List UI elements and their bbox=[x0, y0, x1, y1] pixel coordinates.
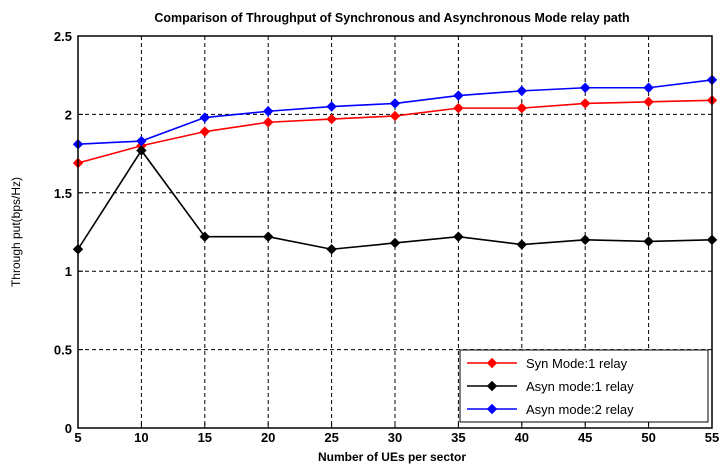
legend: Syn Mode:1 relay Asyn mode:1 relay Asyn mo… bbox=[459, 349, 709, 423]
data-point bbox=[389, 237, 401, 249]
data-point bbox=[643, 82, 654, 93]
y-tick-label: 2 bbox=[65, 107, 72, 122]
data-point bbox=[326, 101, 337, 112]
legend-label: Asyn mode:1 relay bbox=[526, 379, 634, 394]
data-point bbox=[516, 85, 528, 97]
data-point bbox=[579, 98, 591, 109]
legend-swatch-marker bbox=[486, 357, 498, 369]
y-axis-label: Through put(bps/Hz) bbox=[9, 177, 23, 287]
data-point bbox=[262, 117, 274, 128]
data-point bbox=[453, 102, 464, 114]
y-tick-label: 0.5 bbox=[54, 343, 72, 358]
data-point bbox=[453, 231, 464, 242]
x-tick-label: 55 bbox=[705, 430, 719, 445]
data-point bbox=[199, 231, 211, 242]
legend-item: Syn Mode:1 relay bbox=[467, 356, 628, 371]
data-point bbox=[579, 82, 591, 93]
x-tick-label: 25 bbox=[324, 430, 338, 445]
x-tick-label: 10 bbox=[134, 430, 148, 445]
y-tick-label: 2.5 bbox=[54, 29, 72, 44]
data-point bbox=[643, 96, 654, 108]
y-tick-label: 0 bbox=[65, 421, 72, 436]
legend-label: Syn Mode:1 relay bbox=[526, 356, 628, 371]
data-point bbox=[199, 126, 211, 137]
data-point bbox=[516, 239, 528, 250]
x-tick-label: 35 bbox=[451, 430, 465, 445]
x-tick-label: 50 bbox=[641, 430, 655, 445]
data-point bbox=[579, 234, 591, 246]
x-tick-label: 15 bbox=[198, 430, 212, 445]
x-axis-label: Number of UEs per sector bbox=[318, 450, 466, 464]
x-tick-label: 30 bbox=[388, 430, 402, 445]
series-3 bbox=[72, 74, 718, 150]
data-point bbox=[136, 145, 147, 156]
x-tick-label: 5 bbox=[74, 430, 81, 445]
axis-ticks: 5 10 15 20 25 30 35 40 45 50 55 0 0.5 1 1.5 2 2.5 bbox=[54, 29, 719, 445]
legend-item: Asyn mode:1 relay bbox=[467, 379, 634, 394]
x-tick-label: 20 bbox=[261, 430, 275, 445]
legend-swatch-marker bbox=[486, 380, 498, 392]
legend-swatch-marker bbox=[486, 403, 498, 415]
legend-label: Asyn mode:2 relay bbox=[526, 402, 634, 417]
data-point bbox=[326, 244, 337, 255]
y-tick-label: 1 bbox=[65, 264, 72, 279]
data-point bbox=[389, 98, 401, 109]
data-point bbox=[262, 231, 274, 242]
legend-item: Asyn mode:2 relay bbox=[467, 402, 634, 417]
data-point bbox=[453, 90, 464, 101]
data-point bbox=[643, 236, 654, 247]
data-point bbox=[199, 112, 211, 123]
x-tick-label: 40 bbox=[515, 430, 529, 445]
data-point bbox=[389, 110, 401, 122]
data-point bbox=[516, 102, 528, 114]
chart-title: Comparison of Throughput of Synchronous … bbox=[154, 11, 629, 25]
data-point bbox=[262, 106, 274, 117]
data-point bbox=[136, 135, 147, 147]
y-tick-label: 1.5 bbox=[54, 186, 72, 201]
x-tick-label: 45 bbox=[578, 430, 592, 445]
data-point bbox=[326, 113, 337, 125]
